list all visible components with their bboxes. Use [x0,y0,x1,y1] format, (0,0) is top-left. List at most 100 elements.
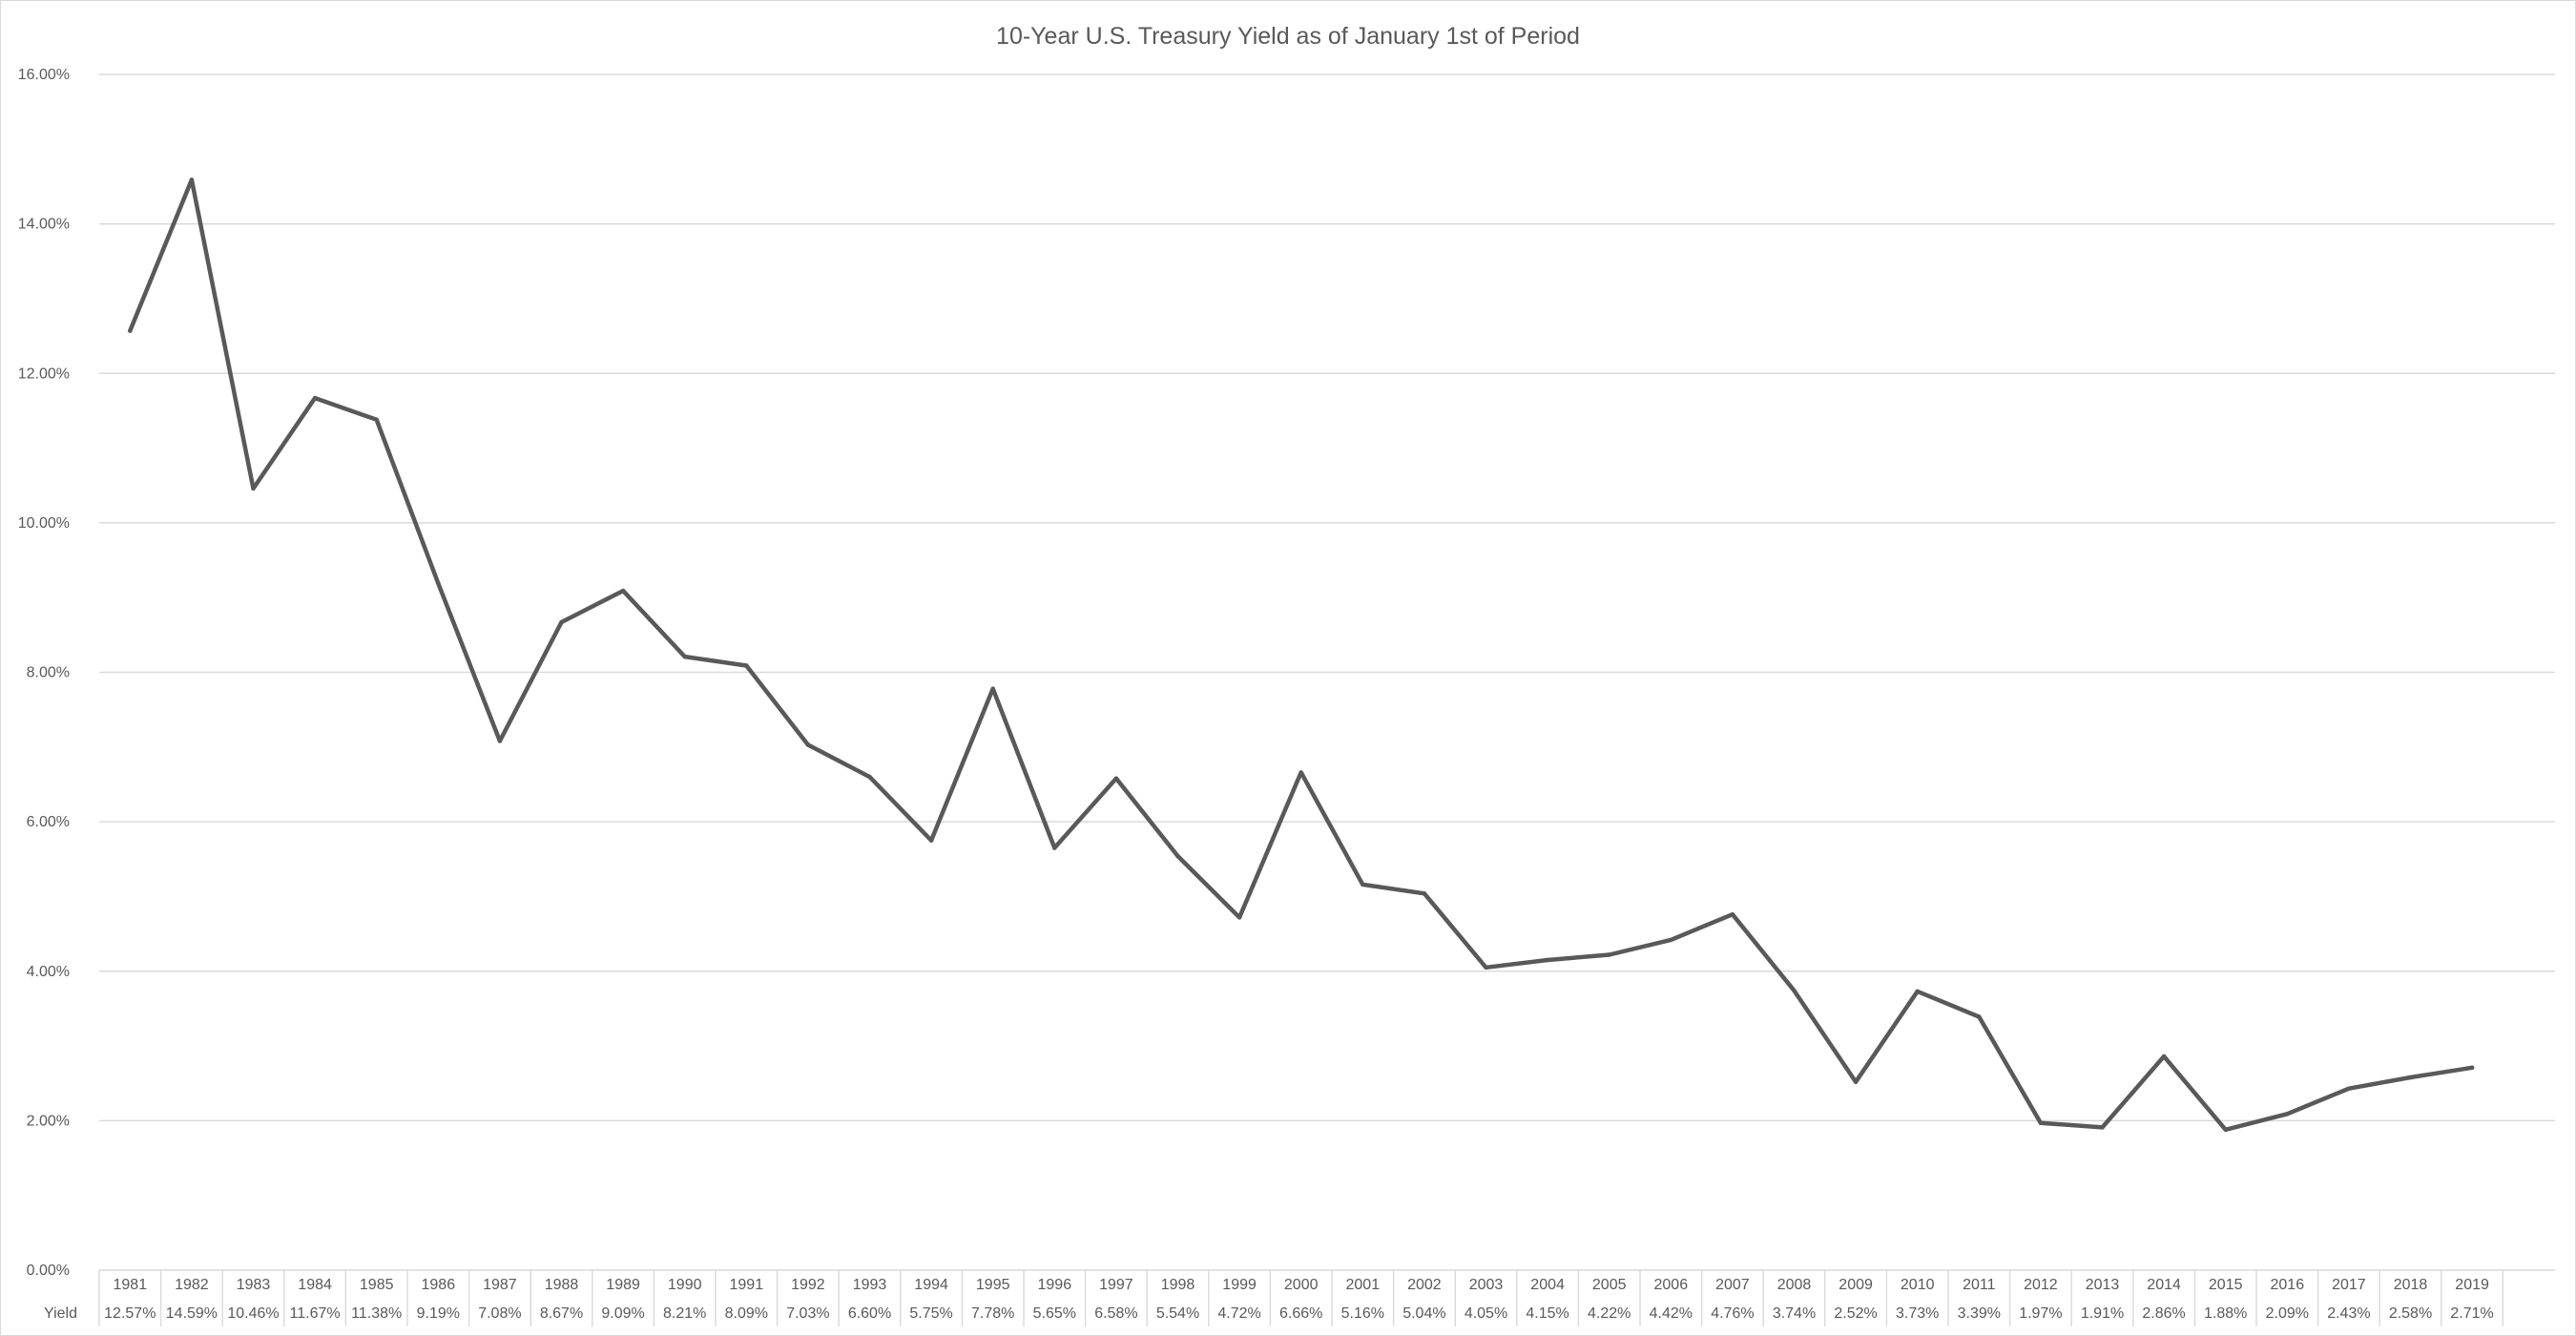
data-point [990,686,995,691]
x-category-label: 1996 [1038,1277,1072,1293]
x-category-label: 2019 [2455,1277,2489,1293]
x-category-label: 2014 [2147,1277,2181,1293]
data-point [1545,957,1550,963]
table-value-label: 4.22% [1588,1305,1631,1322]
x-category-label: 2008 [1777,1277,1812,1293]
table-value-label: 4.05% [1465,1305,1507,1322]
data-point [1113,776,1119,781]
x-category-label: 2012 [2024,1277,2058,1293]
data-point [805,742,811,747]
data-point [928,838,934,843]
table-value-label: 2.71% [2450,1305,2493,1322]
x-category-label: 1984 [298,1277,332,1293]
y-tick-label: 6.00% [27,814,70,830]
table-value-label: 5.16% [1341,1305,1384,1322]
data-point [620,588,626,594]
y-tick-label: 10.00% [18,515,70,532]
table-value-label: 6.60% [848,1305,891,1322]
table-value-label: 5.04% [1402,1305,1445,1322]
x-category-label: 1982 [175,1277,209,1293]
table-value-label: 2.52% [1834,1305,1877,1322]
y-axis-tick-labels: 0.00% 2.00% 4.00% 6.00% 8.00% 10.00% 12.00% 14.… [18,67,70,1279]
table-value-label: 1.97% [2019,1305,2062,1322]
x-category-label: 2016 [2271,1277,2305,1293]
x-category-label: 2013 [2086,1277,2120,1293]
table-value-label: 1.88% [2204,1305,2247,1322]
data-point [2408,1075,2413,1080]
data-point [1853,1079,1859,1084]
table-value-label: 3.39% [1958,1305,2001,1322]
data-point [1298,770,1303,775]
table-value-label: 9.09% [601,1305,644,1322]
x-category-label: 1988 [545,1277,579,1293]
table-value-label: 4.72% [1217,1305,1260,1322]
data-point [2285,1112,2290,1117]
table-value-label: 12.57% [104,1305,156,1322]
data-point [2100,1125,2105,1130]
x-category-label: 1989 [606,1277,640,1293]
x-category-label: 2011 [1963,1277,1996,1293]
data-point [1175,853,1180,859]
table-value-label: 11.38% [351,1305,402,1322]
data-point [1792,988,1797,993]
x-category-label: 2009 [1839,1277,1873,1293]
table-value-label: 11.67% [290,1305,341,1322]
table-value-label: 4.15% [1526,1305,1568,1322]
x-category-label: 2001 [1346,1277,1381,1293]
x-category-label: 2017 [2332,1277,2366,1293]
data-point [1422,891,1427,896]
table-value-label: 4.76% [1711,1305,1754,1322]
table-value-label: 2.43% [2327,1305,2370,1322]
x-category-label: 2000 [1284,1277,1319,1293]
x-category-label: 1983 [237,1277,271,1293]
table-value-label: 3.74% [1773,1305,1816,1322]
table-value-label: 5.75% [909,1305,952,1322]
data-point [189,177,195,182]
data-point [682,654,687,659]
x-category-label: 1992 [791,1277,825,1293]
series-line-yield [128,177,2475,1133]
x-category-label: 1990 [668,1277,702,1293]
data-point [559,619,564,625]
data-point [1669,937,1673,943]
data-point [128,328,133,333]
table-value-label: 6.66% [1279,1305,1322,1322]
data-point [1484,965,1488,971]
x-category-label: 2005 [1592,1277,1627,1293]
table-value-label: 7.03% [786,1305,829,1322]
table-value-label: 2.86% [2142,1305,2185,1322]
table-value-label: 8.67% [540,1305,583,1322]
table-value-label: 3.73% [1896,1305,1939,1322]
series-line-layer [128,177,2475,1133]
data-table: Yield 1981 12.57% 1982 14.59% 1983 10.46% 1984 1… [44,1270,2504,1326]
x-category-label: 1995 [976,1277,1010,1293]
x-category-label: 2006 [1654,1277,1689,1293]
table-value-label: 4.42% [1650,1305,1693,1322]
x-category-label: 2003 [1469,1277,1504,1293]
data-point [1361,882,1365,887]
x-category-label: 1981 [114,1277,148,1293]
data-point [497,739,503,743]
data-point [744,663,749,668]
table-value-label: 2.58% [2389,1305,2432,1322]
x-category-label: 2007 [1715,1277,1750,1293]
data-point [1730,911,1735,917]
table-value-label: 9.19% [417,1305,460,1322]
gridlines [99,73,2555,1271]
data-point [1607,952,1611,957]
table-value-label: 5.65% [1033,1305,1076,1322]
data-point [251,486,256,491]
table-series-label: Yield [44,1305,77,1322]
x-category-label: 1993 [853,1277,887,1293]
x-category-label: 2002 [1407,1277,1442,1293]
x-category-label: 1997 [1099,1277,1133,1293]
y-tick-label: 8.00% [27,665,70,681]
data-point [1052,845,1057,850]
y-tick-label: 4.00% [27,964,70,980]
table-value-label: 7.08% [478,1305,521,1322]
x-category-label: 1985 [360,1277,394,1293]
table-value-label: 1.91% [2081,1305,2124,1322]
table-value-label: 8.09% [725,1305,768,1322]
data-point [374,417,379,423]
table-value-label: 10.46% [227,1305,279,1322]
